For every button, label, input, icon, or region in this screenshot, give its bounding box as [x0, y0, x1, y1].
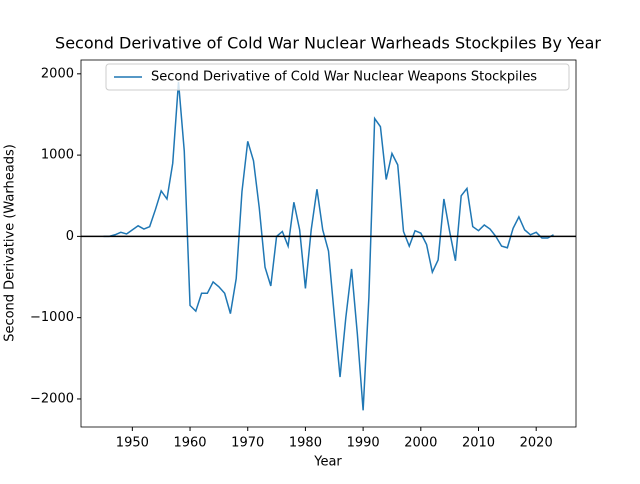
x-axis-label: Year — [313, 455, 342, 470]
x-tick-label: 2020 — [520, 436, 553, 451]
x-tick-label: 1970 — [231, 436, 264, 451]
x-tick-label: 1980 — [289, 436, 322, 451]
y-axis-label: Second Derivative (Warheads) — [3, 144, 18, 342]
x-tick-label: 2000 — [404, 436, 437, 451]
y-tick-label: 0 — [66, 229, 74, 244]
x-tick-label: 1990 — [347, 436, 380, 451]
plot-frame — [80, 59, 577, 428]
chart-title: Second Derivative of Cold War Nuclear Wa… — [55, 34, 601, 53]
y-tick-label: 1000 — [41, 148, 74, 163]
legend-label: Second Derivative of Cold War Nuclear We… — [151, 70, 537, 85]
x-tick-label: 1960 — [173, 436, 206, 451]
y-tick-label: −1000 — [30, 310, 74, 325]
x-tick-label: 2010 — [462, 436, 495, 451]
x-tick-label: 1950 — [116, 436, 149, 451]
y-tick-label: −2000 — [30, 391, 74, 406]
legend-box — [105, 63, 570, 91]
y-tick-label: 2000 — [41, 66, 74, 81]
